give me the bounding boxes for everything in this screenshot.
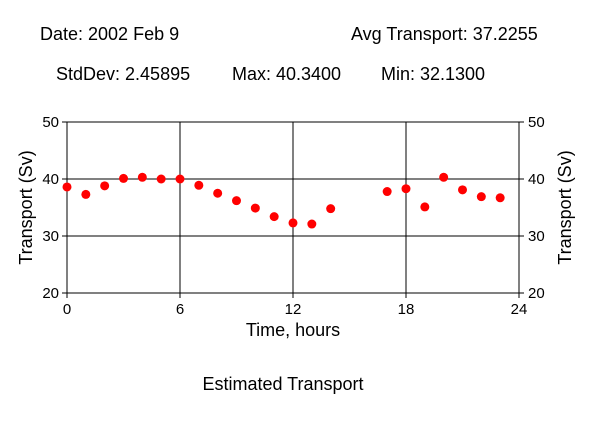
date-label: Date: 2002 Feb 9: [40, 24, 180, 44]
data-point: [458, 185, 467, 195]
data-point: [420, 202, 430, 212]
data-point: [250, 203, 260, 213]
axis-ticks: [62, 121, 524, 298]
data-point: [137, 172, 147, 182]
data-point: [100, 181, 110, 191]
data-point: [476, 192, 486, 202]
stddev-label: StdDev: 2.45895: [56, 64, 191, 84]
x-tick-label: 0: [63, 301, 71, 318]
data-point: [119, 173, 128, 183]
data-point: [194, 180, 204, 190]
data-point: [401, 184, 411, 194]
data-point: [156, 174, 166, 184]
data-point: [326, 204, 336, 214]
x-axis-label: Time, hours: [246, 320, 340, 340]
y-axis-label-right: Transport (Sv): [555, 150, 575, 264]
data-point: [62, 182, 72, 192]
data-points: [62, 172, 505, 229]
min-label: Min: 32.1300: [381, 64, 486, 84]
data-point: [269, 212, 279, 222]
data-point: [439, 172, 449, 182]
y-tick-label-left: 20: [42, 285, 59, 302]
data-point: [307, 219, 317, 229]
y-tick-label-right: 50: [528, 114, 545, 131]
data-point: [175, 174, 185, 184]
grid-lines: [67, 122, 519, 293]
y-axis-label-left: Transport (Sv): [16, 150, 36, 264]
data-point: [213, 188, 223, 198]
avg-transport-label: Avg Transport: 37.2255: [351, 24, 538, 44]
y-tick-label-right: 20: [528, 285, 545, 302]
y-tick-label-left: 30: [42, 228, 59, 245]
y-tick-label-left: 50: [42, 114, 59, 131]
chart-caption: Estimated Transport: [202, 374, 364, 394]
x-tick-label: 12: [285, 301, 302, 318]
x-tick-label: 6: [176, 301, 184, 318]
data-point: [288, 218, 298, 228]
data-point: [382, 187, 392, 197]
max-label: Max: 40.3400: [232, 64, 342, 84]
y-tick-label-left: 40: [42, 171, 59, 188]
x-tick-label: 18: [398, 301, 415, 318]
y-tick-label-right: 30: [528, 228, 545, 245]
y-tick-label-right: 40: [528, 171, 545, 188]
data-point: [232, 196, 241, 206]
data-point: [81, 189, 91, 199]
x-tick-label: 24: [511, 301, 528, 318]
data-point: [495, 193, 505, 203]
